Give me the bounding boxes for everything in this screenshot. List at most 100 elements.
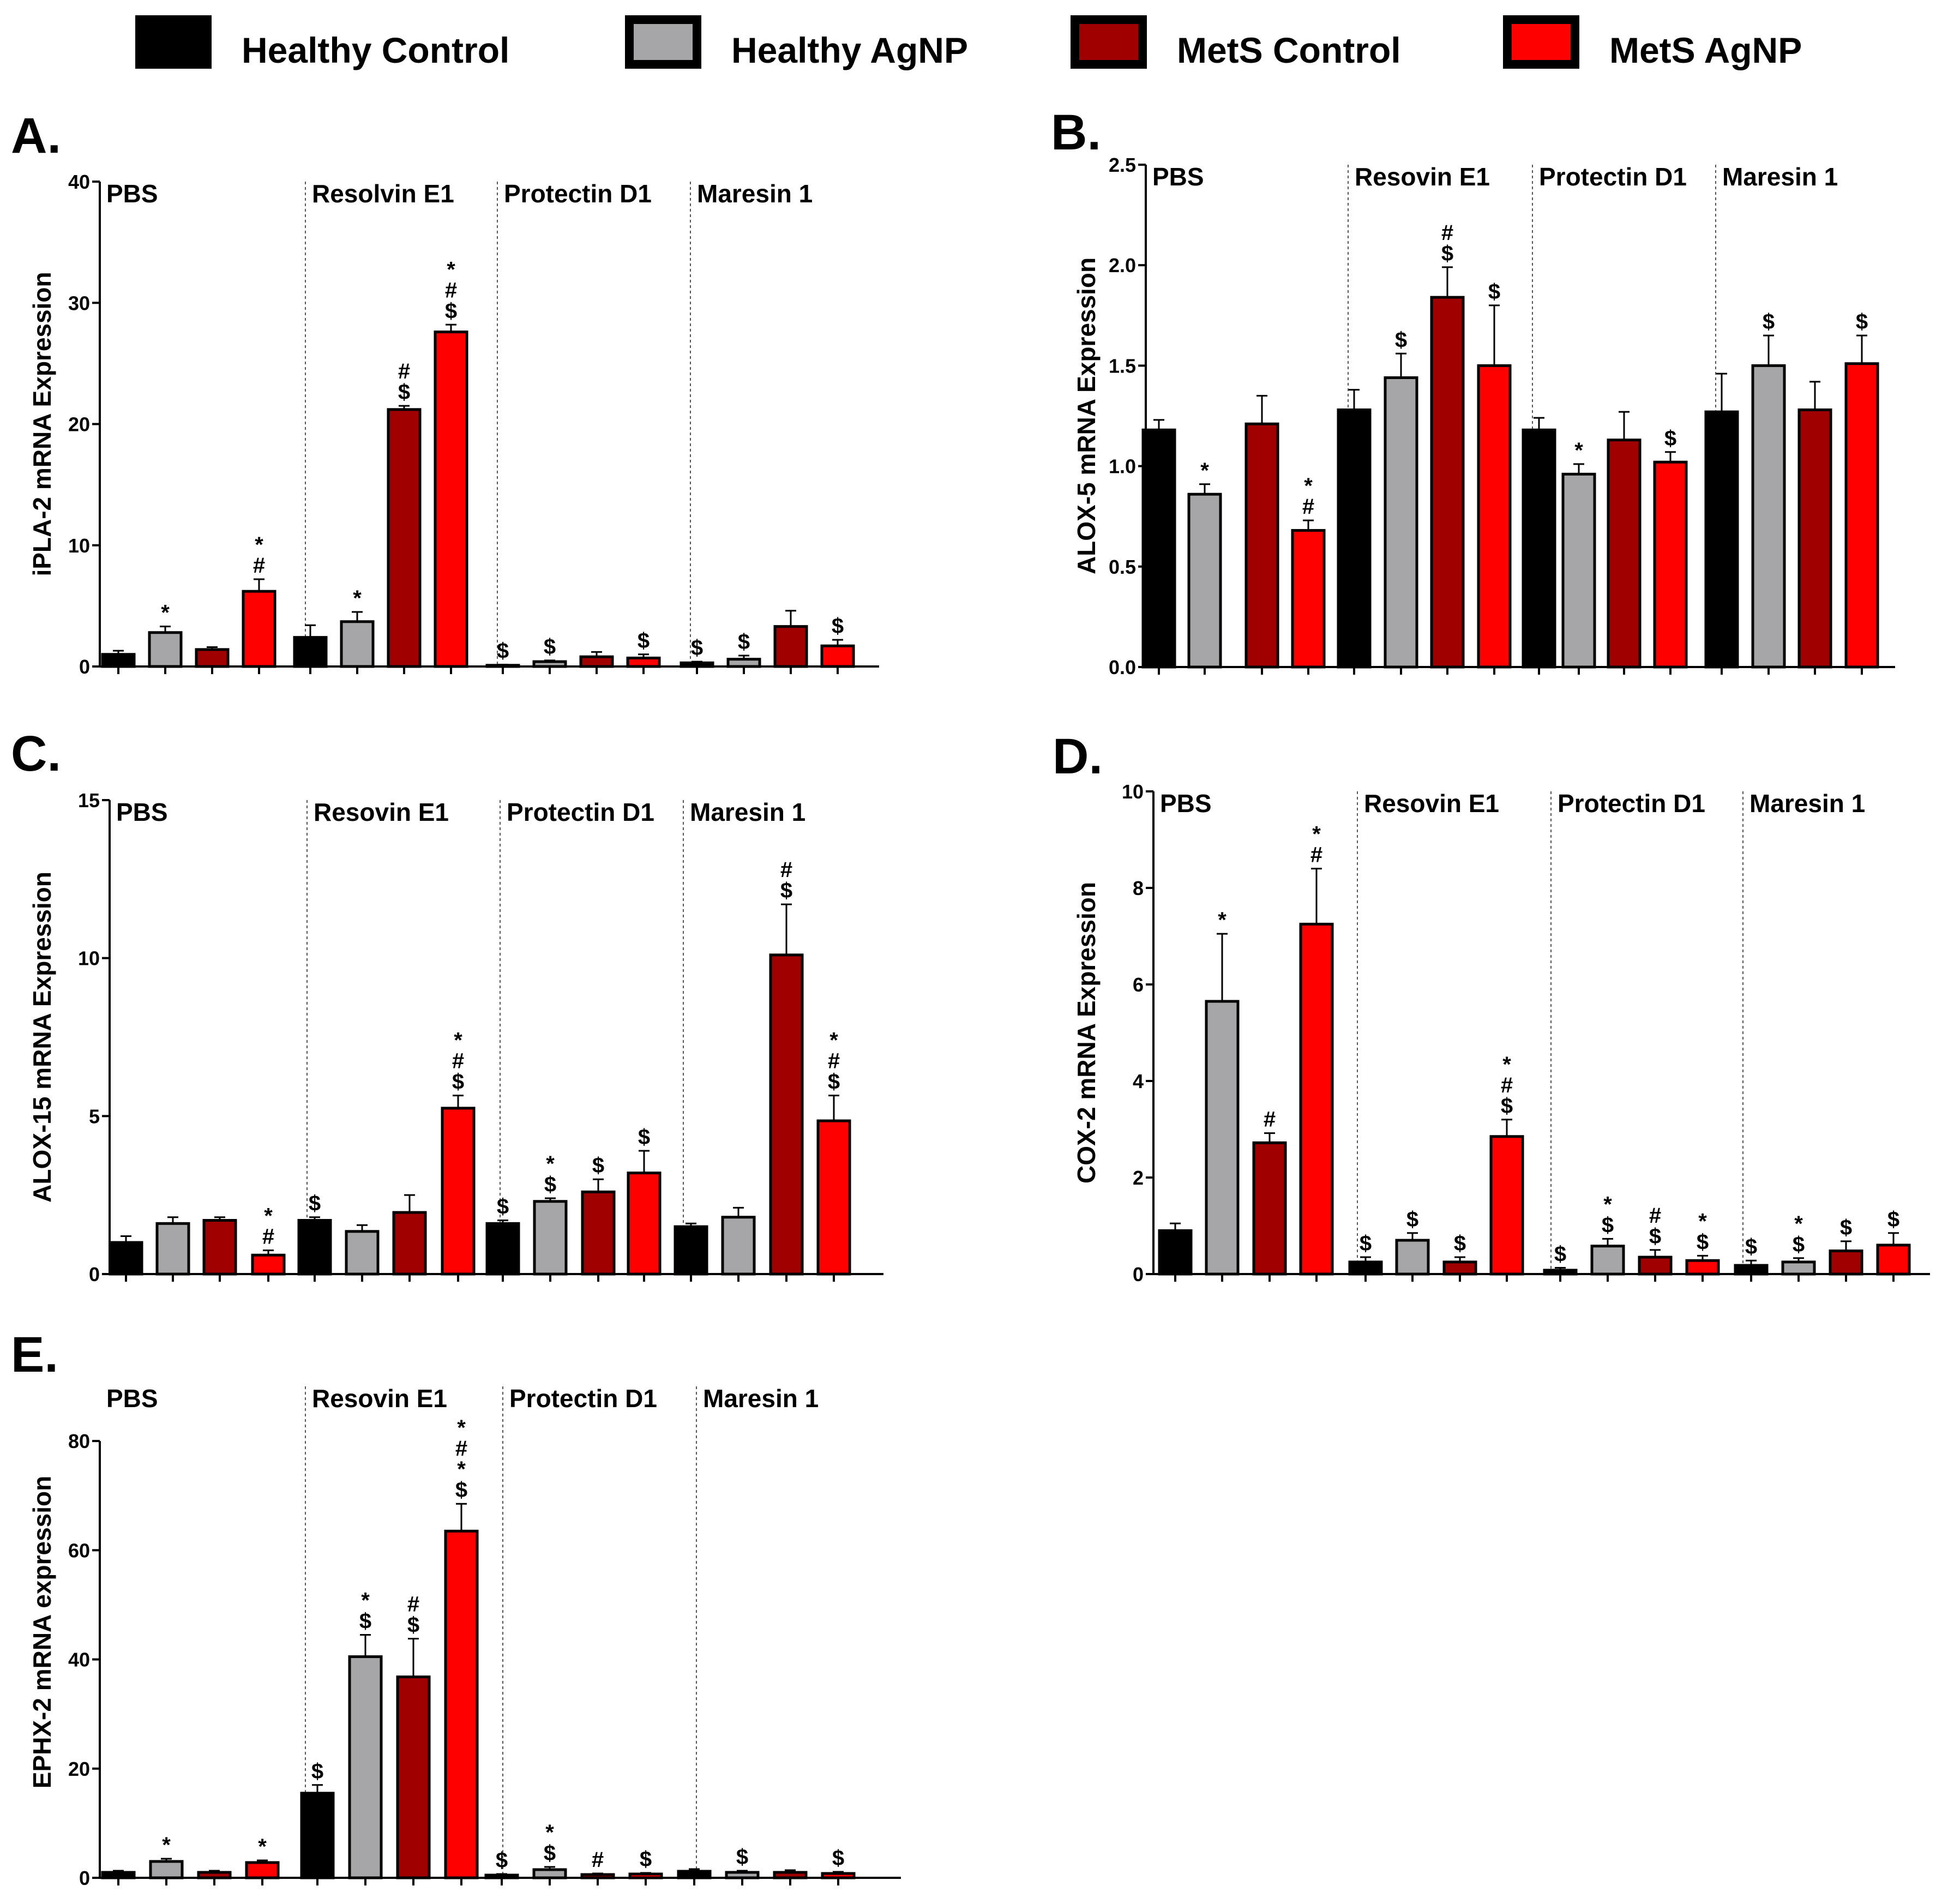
y-axis-title: iPLA-2 mRNA Expression — [28, 272, 56, 576]
y-tick-label: 1.5 — [1109, 355, 1136, 377]
bar — [1704, 410, 1739, 669]
bar — [533, 1200, 568, 1276]
y-tick-label: 15 — [78, 789, 100, 812]
significance-label: * — [162, 1833, 171, 1857]
group-label: Resovin E1 — [1355, 163, 1490, 191]
significance-label: $ — [544, 1173, 556, 1197]
bar — [1590, 1245, 1625, 1276]
significance-label: * — [546, 1152, 555, 1176]
y-tick-label: 0.5 — [1109, 556, 1136, 578]
significance-label: # — [1302, 495, 1314, 519]
bar — [348, 1655, 383, 1879]
legend-swatch — [1503, 15, 1579, 69]
significance-label: $ — [738, 630, 750, 654]
y-tick-label: 10 — [1122, 780, 1144, 803]
bar — [579, 655, 614, 668]
significance-label: # — [1501, 1073, 1513, 1097]
significance-label: $ — [1763, 310, 1775, 334]
y-tick-label: 5 — [89, 1105, 100, 1127]
y-tick-label: 2.5 — [1109, 154, 1136, 176]
significance-label: $ — [1697, 1230, 1709, 1254]
y-tick-label: 2.0 — [1109, 254, 1136, 277]
significance-label: # — [780, 858, 792, 882]
y-tick-label: 2 — [1133, 1167, 1144, 1189]
significance-label: * — [545, 1821, 554, 1845]
significance-label: * — [353, 586, 362, 610]
significance-label: $ — [1501, 1094, 1513, 1118]
significance-label: $ — [497, 639, 509, 663]
bar — [1751, 364, 1786, 669]
bar — [444, 1529, 479, 1879]
significance-label: $ — [640, 1847, 652, 1871]
group-label: Maresin 1 — [703, 1384, 819, 1413]
y-axis-title: EPHX-2 mRNA expression — [28, 1476, 56, 1788]
significance-label: $ — [1840, 1216, 1852, 1240]
chart-panel-e: E. EPHX-2 mRNA expression 0 20 40 60 80 PBS Reso… — [11, 1327, 901, 1889]
significance-label: * — [361, 1589, 370, 1613]
y-tick-label: 30 — [68, 292, 90, 314]
significance-label: $ — [1454, 1232, 1466, 1256]
significance-label: $ — [455, 1478, 467, 1502]
chart-panel-d: D. COX-2 mRNA Expression 0 2 4 6 8 10 PBS Resovin… — [1053, 729, 1930, 1286]
y-tick-label: 0 — [79, 656, 90, 678]
significance-label: # — [828, 1049, 840, 1073]
y-tick-label: 0.0 — [1109, 656, 1136, 678]
significance-label: $ — [1649, 1224, 1661, 1248]
legend-swatch — [625, 15, 701, 69]
y-tick-label: 20 — [68, 413, 90, 436]
bar — [149, 1860, 184, 1879]
legend-swatch — [135, 15, 212, 69]
significance-label: $ — [1360, 1232, 1372, 1256]
y-axis-title: ALOX-5 mRNA Expression — [1072, 257, 1101, 574]
significance-label: # — [1310, 843, 1322, 867]
significance-label: * — [1603, 1192, 1612, 1216]
panel-label: C. — [11, 726, 61, 782]
significance-label: $ — [1887, 1208, 1899, 1232]
significance-label: $ — [1602, 1213, 1614, 1237]
significance-label: * — [1574, 439, 1583, 463]
bar — [1158, 1229, 1193, 1276]
significance-label: * — [447, 257, 455, 281]
significance-label: * — [1304, 474, 1313, 498]
significance-label: $ — [691, 636, 703, 660]
significance-label: # — [452, 1049, 464, 1073]
bar — [1384, 376, 1418, 669]
significance-label: * — [258, 1835, 267, 1859]
significance-label: * — [457, 1457, 466, 1481]
significance-label: $ — [1856, 310, 1868, 334]
significance-label: # — [1264, 1108, 1276, 1132]
significance-label: $ — [311, 1759, 323, 1783]
significance-label: $ — [1406, 1208, 1418, 1232]
bar — [628, 1872, 663, 1879]
bar — [1797, 408, 1832, 669]
y-tick-label: 6 — [1133, 974, 1144, 996]
bar — [293, 636, 328, 668]
group-label: Maresin 1 — [1749, 789, 1865, 818]
bar — [726, 658, 761, 668]
group-label: Maresin 1 — [697, 179, 813, 208]
group-label: Maresin 1 — [690, 798, 805, 826]
y-tick-label: 80 — [68, 1430, 90, 1452]
significance-label: $ — [309, 1192, 321, 1216]
significance-label: $ — [828, 1070, 840, 1094]
y-tick-label: 0 — [1133, 1263, 1144, 1286]
panel-label: D. — [1053, 729, 1103, 784]
significance-label: $ — [496, 1848, 508, 1872]
bar — [1395, 1239, 1430, 1276]
bar — [1442, 1260, 1477, 1276]
y-axis-title: COX-2 mRNA Expression — [1072, 882, 1101, 1184]
significance-label: * — [161, 601, 170, 625]
bar — [1205, 1000, 1240, 1276]
bar — [1489, 1135, 1524, 1276]
significance-label: $ — [1441, 242, 1453, 266]
bar — [1430, 296, 1465, 669]
bar — [677, 1870, 712, 1879]
significance-label: $ — [497, 1195, 509, 1219]
bar — [300, 1792, 335, 1879]
significance-label: # — [262, 1225, 274, 1249]
significance-label: $ — [832, 614, 844, 638]
significance-label: $ — [1554, 1242, 1566, 1266]
bar — [484, 1873, 519, 1879]
bar — [721, 1216, 756, 1276]
bar — [1685, 1259, 1720, 1276]
